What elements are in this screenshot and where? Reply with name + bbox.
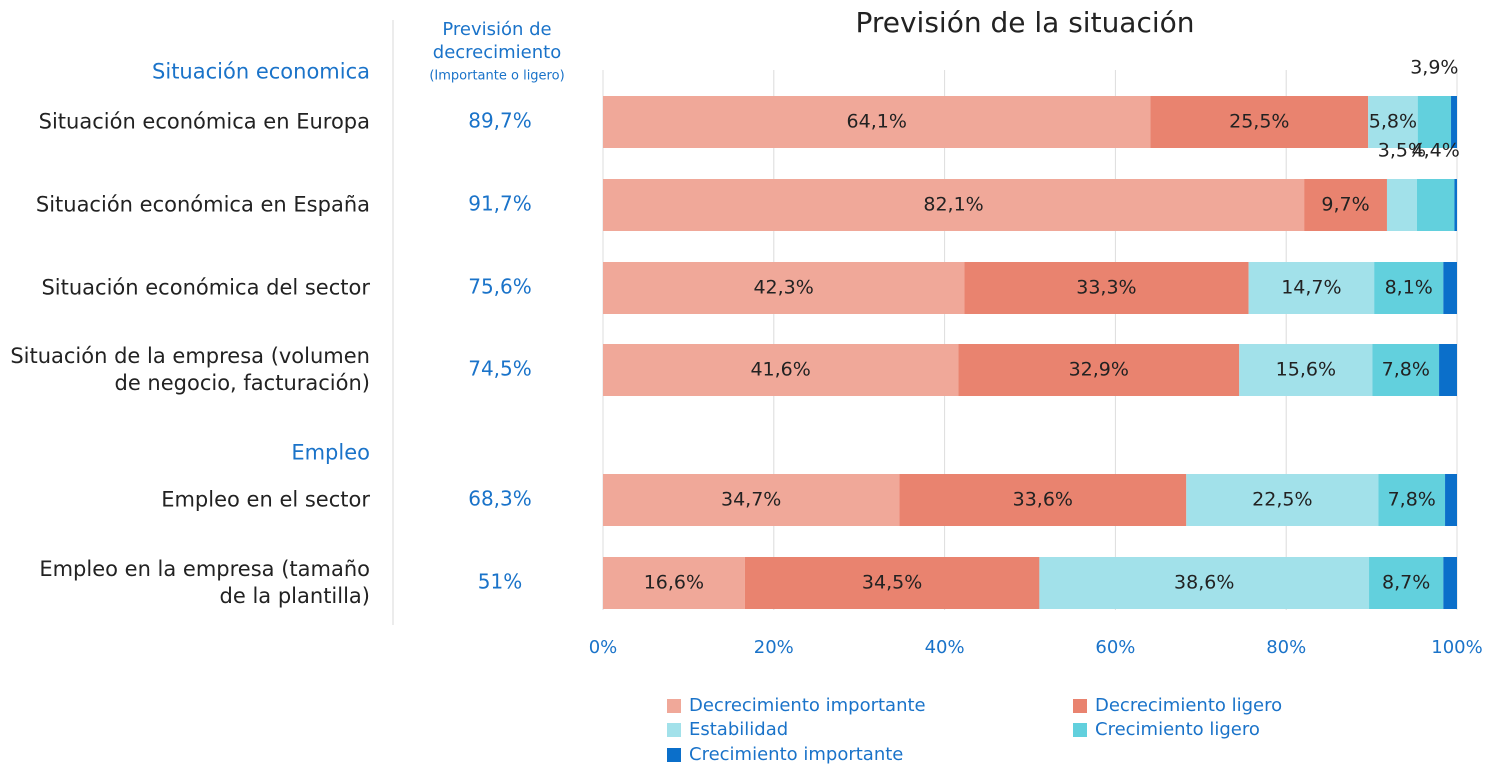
legend-swatch — [1073, 723, 1087, 737]
x-tick-label: 0% — [589, 637, 618, 658]
category-label: Situación económica en España — [35, 192, 370, 217]
bar-segment — [603, 262, 965, 314]
forecast-value: 75,6% — [468, 275, 532, 299]
bar-segment — [603, 179, 1305, 231]
data-label: 8,7% — [1382, 572, 1430, 594]
data-label: 32,9% — [1069, 359, 1129, 381]
data-label: 34,5% — [862, 572, 922, 594]
x-tick-label: 60% — [1095, 637, 1135, 658]
data-label: 41,6% — [750, 359, 810, 381]
data-label: 22,5% — [1252, 489, 1312, 511]
legend-label: Decrecimiento ligero — [1095, 695, 1282, 716]
bar-segment — [603, 96, 1151, 148]
data-label: 3,9% — [1410, 57, 1458, 79]
legend-swatch — [667, 748, 681, 762]
bar-segment — [1368, 96, 1418, 148]
chart-title: Previsión de la situación — [855, 6, 1194, 39]
bar-segment — [1239, 344, 1373, 396]
bar-segment — [1372, 344, 1440, 396]
bar-segment — [1454, 179, 1457, 231]
data-label: 7,8% — [1388, 489, 1436, 511]
data-label: 15,6% — [1276, 359, 1336, 381]
data-label: 34,7% — [721, 489, 781, 511]
forecast-value: 89,7% — [468, 109, 532, 133]
legend-label: Crecimiento ligero — [1095, 719, 1260, 740]
forecast-subheader: (Importante o ligero) — [429, 69, 564, 84]
data-label: 33,3% — [1076, 277, 1136, 299]
data-label: 9,7% — [1321, 194, 1369, 216]
bar-segment — [603, 344, 959, 396]
forecast-header: Previsión de decrecimiento — [433, 19, 561, 63]
bar-segment — [1451, 96, 1457, 148]
data-label: 8,1% — [1385, 277, 1433, 299]
data-label: 3,5% — [1378, 140, 1426, 162]
section-label: Situación economica — [152, 59, 370, 84]
bar-segment — [1439, 344, 1457, 396]
data-label: 33,6% — [1013, 489, 1073, 511]
bar-segment — [1248, 262, 1375, 314]
bar-segment — [1417, 96, 1452, 148]
forecast-value: 74,5% — [468, 357, 532, 381]
data-label: 42,3% — [753, 277, 813, 299]
bar-segment — [964, 262, 1249, 314]
bar-segment — [1378, 474, 1446, 526]
legend-swatch — [1073, 699, 1087, 713]
legend-swatch — [667, 723, 681, 737]
bar-segment — [1369, 557, 1444, 609]
bar-segment — [1416, 179, 1455, 231]
category-label: Situación de la empresa (volumen de nego… — [10, 344, 370, 395]
data-label: 25,5% — [1229, 111, 1289, 133]
x-tick-label: 20% — [754, 637, 794, 658]
category-label: Situación económica en Europa — [38, 109, 370, 134]
bar-segment — [1386, 179, 1417, 231]
category-label: Empleo en el sector — [161, 487, 370, 512]
bar-segment — [958, 344, 1240, 396]
bar-segment — [1443, 557, 1457, 609]
data-label: 64,1% — [847, 111, 907, 133]
forecast-value: 51% — [478, 570, 522, 594]
bar-segment — [1443, 262, 1457, 314]
data-label: 82,1% — [923, 194, 983, 216]
bar-segment — [1304, 179, 1387, 231]
legend-label: Estabilidad — [689, 719, 788, 740]
data-label: 16,6% — [644, 572, 704, 594]
bar-segment — [603, 474, 900, 526]
bar-segment — [1374, 262, 1444, 314]
legend-swatch — [667, 699, 681, 713]
bar-segment — [744, 557, 1040, 609]
x-tick-label: 40% — [925, 637, 965, 658]
bar-segment — [899, 474, 1187, 526]
data-label: 4,4% — [1412, 140, 1460, 162]
legend-label: Decrecimiento importante — [689, 695, 926, 716]
x-tick-label: 100% — [1431, 637, 1482, 658]
data-label: 7,8% — [1382, 359, 1430, 381]
data-label: 38,6% — [1174, 572, 1234, 594]
legend-label: Crecimiento importante — [689, 744, 903, 765]
forecast-value: 91,7% — [468, 192, 532, 216]
bar-segment — [1039, 557, 1370, 609]
bar-segment — [1150, 96, 1369, 148]
bar-segment — [1445, 474, 1457, 526]
data-label: 14,7% — [1281, 277, 1341, 299]
forecast-value: 68,3% — [468, 487, 532, 511]
bar-segment — [603, 557, 745, 609]
data-label: 5,8% — [1369, 111, 1417, 133]
bar-segment — [1186, 474, 1379, 526]
x-tick-label: 80% — [1266, 637, 1306, 658]
category-label: Empleo en la empresa (tamaño de la plant… — [39, 557, 370, 608]
section-label: Empleo — [291, 440, 370, 465]
category-label: Situación económica del sector — [41, 275, 370, 300]
